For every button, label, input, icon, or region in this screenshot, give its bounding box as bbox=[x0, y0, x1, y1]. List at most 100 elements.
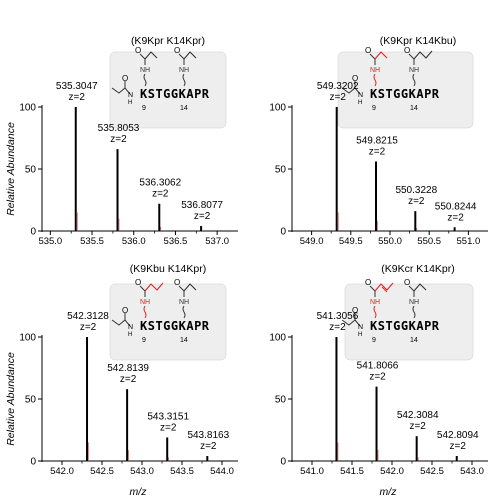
spectrum-panel-3: (K9Kbu K14Kpr) O NH KSTGGKAPR 9 14 NH O NH O 0 50 10… bbox=[19, 263, 238, 477]
side-chain-k14-lysine-link bbox=[412, 73, 416, 87]
x-tick-label: 536.0 bbox=[122, 236, 146, 247]
side-chain-k9-nh: NH bbox=[140, 299, 150, 306]
n-cap-chain bbox=[341, 319, 361, 327]
n-cap-nh: N bbox=[358, 92, 363, 99]
peptide-sequence: KSTGGKAPR bbox=[140, 87, 210, 101]
n-cap-oxygen: O bbox=[352, 306, 358, 315]
x-tick-label: 542.0 bbox=[380, 466, 404, 477]
x-tick-label: 543.0 bbox=[460, 466, 484, 477]
side-chain-k14-acyl-chain bbox=[183, 51, 197, 60]
y-axis-title: Relative Abundance bbox=[5, 122, 17, 216]
structure-box bbox=[337, 51, 474, 129]
x-tick-label: 541.5 bbox=[340, 466, 364, 477]
n-cap-nh: N bbox=[128, 92, 133, 99]
peak-mz-label: 541.8066 bbox=[357, 361, 399, 372]
peak-charge-label: z=2 bbox=[369, 147, 386, 158]
peak-charge-label: z=2 bbox=[120, 374, 137, 385]
side-chain-k9-carbonyl bbox=[139, 53, 146, 60]
side-chain-k9-oxygen: O bbox=[365, 278, 371, 287]
n-cap-oxygen: O bbox=[122, 306, 128, 315]
peak-charge-label: z=2 bbox=[409, 421, 426, 432]
peak-mz-label: 542.8139 bbox=[107, 363, 149, 374]
residue-position-14: 14 bbox=[410, 105, 418, 112]
n-cap-nh: N bbox=[358, 324, 363, 331]
peptide-sequence: KSTGGKAPR bbox=[370, 319, 440, 333]
residue-position-9: 9 bbox=[142, 337, 146, 344]
structure-box bbox=[109, 283, 227, 361]
y-tick-label: 50 bbox=[275, 165, 287, 176]
side-chain-k14-carbonyl bbox=[408, 285, 415, 292]
n-cap-chain bbox=[111, 87, 131, 95]
side-chain-k9-acyl-chain bbox=[374, 51, 388, 60]
peak-charge-label: z=2 bbox=[194, 211, 211, 222]
side-chain-k9-carbonyl bbox=[369, 285, 376, 292]
residue-position-9: 9 bbox=[372, 337, 376, 344]
peak-mz-label: 536.3062 bbox=[139, 178, 181, 189]
n-cap-oxygen: O bbox=[352, 74, 358, 83]
side-chain-k14-nh: NH bbox=[409, 299, 419, 306]
peak-mz-label: 549.3202 bbox=[317, 81, 359, 92]
side-chain-k9-oxygen: O bbox=[365, 46, 371, 55]
peak-charge-label: z=2 bbox=[69, 92, 86, 103]
y-tick-label: 0 bbox=[280, 227, 286, 238]
x-tick-label: 550.0 bbox=[378, 236, 402, 247]
peak-mz-label: 543.3151 bbox=[147, 411, 189, 422]
side-chain-k14-acyl-chain bbox=[183, 283, 197, 292]
n-cap-h: H bbox=[358, 332, 362, 338]
side-chain-k9-acyl-chain bbox=[144, 282, 164, 292]
peak-mz-label: 550.3228 bbox=[395, 185, 437, 196]
n-cap-oxygen: O bbox=[122, 74, 128, 83]
peak-mz-label: 535.8053 bbox=[98, 123, 140, 134]
side-chain-k9-oxygen: O bbox=[135, 46, 141, 55]
n-cap-chain bbox=[111, 319, 131, 327]
y-tick-label: 100 bbox=[19, 333, 36, 344]
side-chain-k9-acyl-chain bbox=[144, 51, 158, 60]
y-tick-label: 100 bbox=[19, 103, 36, 114]
side-chain-k9-lysine-link bbox=[143, 73, 147, 87]
chart-title: (K9Kcr K14Kpr) bbox=[381, 263, 455, 275]
y-tick-label: 50 bbox=[25, 395, 37, 406]
x-tick-label: 544.0 bbox=[210, 466, 234, 477]
n-cap-h: H bbox=[128, 332, 132, 338]
x-tick-label: 543.5 bbox=[170, 466, 194, 477]
x-tick-label: 549.5 bbox=[339, 236, 363, 247]
side-chain-k14-carbonyl bbox=[178, 285, 185, 292]
side-chain-k9-lysine-link bbox=[143, 305, 147, 319]
side-chain-k14-nh: NH bbox=[409, 67, 419, 74]
peak-charge-label: z=2 bbox=[330, 92, 347, 103]
side-chain-k14-lysine-link bbox=[412, 305, 416, 319]
x-tick-label: 543.0 bbox=[130, 466, 154, 477]
peak-charge-label: z=2 bbox=[200, 441, 217, 452]
x-tick-label: 537.0 bbox=[205, 236, 229, 247]
side-chain-k14-lysine-link bbox=[182, 305, 186, 319]
side-chain-k9-nh: NH bbox=[370, 67, 380, 74]
peak-mz-label: 542.8094 bbox=[437, 430, 479, 441]
peak-charge-label: z=2 bbox=[447, 212, 464, 223]
peak-mz-label: 535.3047 bbox=[56, 81, 98, 92]
peak-mz-label: 543.8163 bbox=[187, 430, 229, 441]
x-tick-label: 541.0 bbox=[300, 466, 324, 477]
side-chain-k9-nh: NH bbox=[370, 299, 380, 306]
spectrum-panel-4: (K9Kcr K14Kpr) O NH KSTGGKAPR 9 14 NH O NH O 0 50 10… bbox=[269, 263, 488, 477]
peptide-sequence: KSTGGKAPR bbox=[140, 319, 210, 333]
side-chain-k9-double-bond bbox=[381, 286, 388, 293]
peak-charge-label: z=2 bbox=[110, 134, 127, 145]
side-chain-k9-carbonyl bbox=[369, 53, 376, 60]
peak-charge-label: z=2 bbox=[152, 189, 169, 200]
y-axis-title: Relative Abundance bbox=[5, 352, 17, 446]
x-tick-label: 542.0 bbox=[50, 466, 74, 477]
side-chain-k14-acyl-chain bbox=[413, 50, 433, 60]
x-tick-label: 550.5 bbox=[417, 236, 441, 247]
x-axis-title: m/z bbox=[380, 486, 398, 498]
side-chain-k14-nh: NH bbox=[179, 299, 189, 306]
residue-position-14: 14 bbox=[180, 337, 188, 344]
x-tick-label: 542.5 bbox=[420, 466, 444, 477]
peak-mz-label: 549.8215 bbox=[356, 136, 398, 147]
side-chain-k14-oxygen: O bbox=[404, 46, 410, 55]
y-tick-label: 0 bbox=[30, 227, 36, 238]
y-tick-label: 50 bbox=[275, 395, 287, 406]
y-tick-label: 100 bbox=[269, 333, 286, 344]
side-chain-k14-carbonyl bbox=[408, 53, 415, 60]
